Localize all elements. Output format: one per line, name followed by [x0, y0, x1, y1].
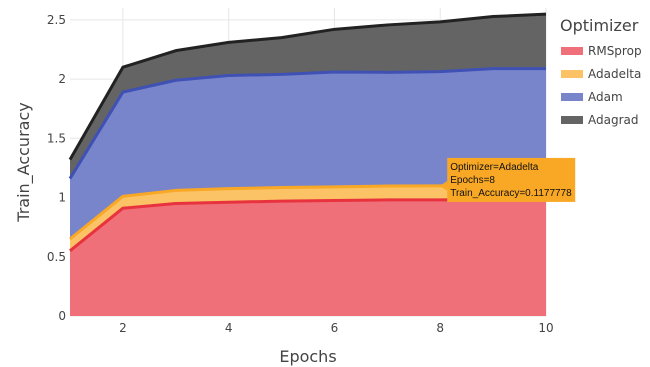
x-axis-title: Epochs [279, 347, 336, 366]
legend-label[interactable]: Adam [588, 90, 623, 104]
area-rmsprop[interactable] [70, 199, 546, 316]
y-tick-label: 0.5 [47, 250, 66, 264]
tooltip-pointer [440, 180, 448, 191]
legend-label[interactable]: RMSprop [588, 44, 642, 58]
y-tick-label: 1 [58, 191, 66, 205]
tooltip-box [447, 157, 576, 202]
legend-swatch-fill [561, 47, 583, 55]
legend-swatch-fill [561, 93, 583, 101]
y-axis-title: Train_Accuracy [14, 102, 34, 222]
y-tick-label: 1.5 [47, 131, 66, 145]
x-tick-label: 4 [225, 321, 233, 335]
legend-swatch-fill [561, 116, 583, 124]
x-tick-label: 8 [436, 321, 444, 335]
x-tick-label: 2 [119, 321, 127, 335]
y-tick-label: 0 [58, 309, 66, 323]
legend-label[interactable]: Adagrad [588, 113, 639, 127]
area-adagrad[interactable] [70, 14, 546, 179]
tooltip-line: Optimizer=Adadelta [450, 162, 539, 173]
y-tick-label: 2 [58, 72, 66, 86]
legend: Optimizer RMSprop Adadelta Adam Adagrad [560, 16, 642, 127]
legend-swatch-fill [561, 70, 583, 78]
hover-tooltip: Optimizer=Adadelta Epochs=8 Train_Accuracy… [440, 157, 576, 202]
x-tick-label: 6 [331, 321, 339, 335]
x-axis-ticks: 2 4 6 8 10 [119, 321, 554, 335]
legend-label[interactable]: Adadelta [588, 67, 641, 81]
x-tick-label: 10 [538, 321, 553, 335]
line-adagrad[interactable] [68, 12, 547, 161]
line-adam[interactable] [68, 67, 546, 180]
y-tick-label: 2.5 [47, 13, 66, 27]
tooltip-line: Epochs=8 [450, 175, 495, 186]
tooltip-line: Train_Accuracy=0.1177778 [450, 188, 572, 199]
y-axis-ticks: 0 0.5 1 1.5 2 2.5 [47, 13, 66, 323]
area-adam[interactable] [70, 68, 546, 239]
legend-title: Optimizer [560, 16, 639, 35]
